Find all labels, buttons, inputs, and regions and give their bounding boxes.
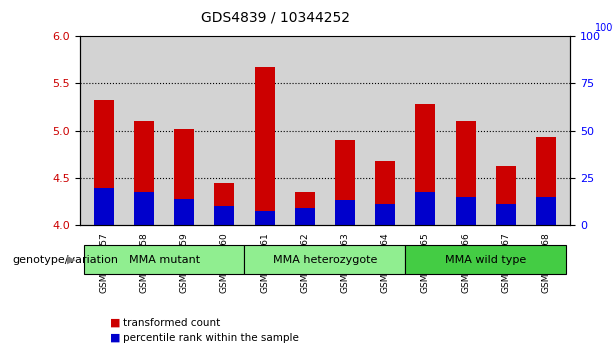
Text: MMA mutant: MMA mutant bbox=[129, 254, 200, 265]
Bar bbox=[174, 199, 194, 225]
Bar bbox=[416, 192, 435, 225]
Bar bbox=[496, 204, 516, 225]
Bar bbox=[134, 192, 154, 225]
Bar bbox=[536, 197, 556, 225]
Bar bbox=[416, 104, 435, 225]
Text: 100%: 100% bbox=[595, 23, 613, 33]
Bar bbox=[295, 192, 315, 225]
Bar bbox=[254, 211, 275, 225]
Bar bbox=[215, 206, 234, 225]
Text: ■: ■ bbox=[110, 333, 121, 343]
Text: ■: ■ bbox=[110, 318, 121, 328]
Bar bbox=[94, 101, 114, 225]
Text: genotype/variation: genotype/variation bbox=[12, 254, 118, 265]
Bar bbox=[215, 183, 234, 225]
Bar bbox=[536, 137, 556, 225]
Bar bbox=[375, 204, 395, 225]
Text: MMA wild type: MMA wild type bbox=[445, 254, 527, 265]
FancyBboxPatch shape bbox=[245, 245, 405, 274]
FancyBboxPatch shape bbox=[405, 245, 566, 274]
Bar bbox=[174, 129, 194, 225]
Bar bbox=[295, 208, 315, 225]
Bar bbox=[94, 188, 114, 225]
Text: transformed count: transformed count bbox=[123, 318, 220, 328]
Text: MMA heterozygote: MMA heterozygote bbox=[273, 254, 377, 265]
Bar bbox=[375, 161, 395, 225]
Text: ▶: ▶ bbox=[67, 254, 76, 265]
Bar bbox=[496, 166, 516, 225]
Bar bbox=[335, 200, 355, 225]
Bar bbox=[455, 197, 476, 225]
Bar bbox=[134, 121, 154, 225]
Text: percentile rank within the sample: percentile rank within the sample bbox=[123, 333, 299, 343]
Bar bbox=[335, 140, 355, 225]
Bar bbox=[455, 121, 476, 225]
FancyBboxPatch shape bbox=[84, 245, 245, 274]
Bar bbox=[254, 66, 275, 225]
Text: GDS4839 / 10344252: GDS4839 / 10344252 bbox=[201, 11, 351, 25]
